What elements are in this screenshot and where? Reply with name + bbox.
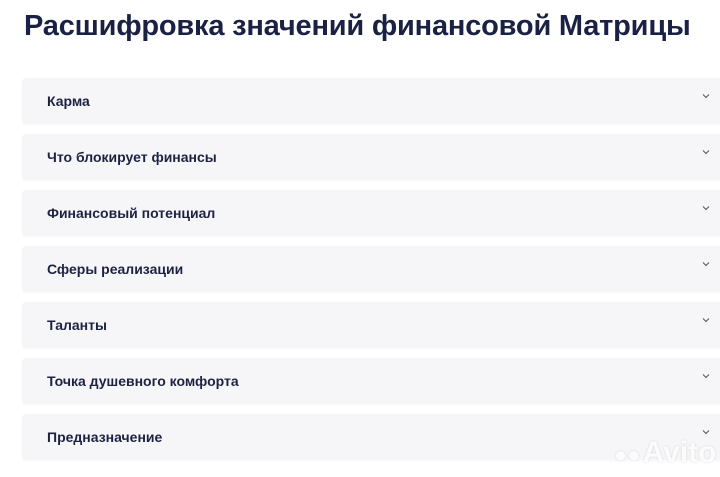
accordion-item-label: Что блокирует финансы [47, 149, 217, 165]
chevron-down-icon[interactable] [702, 428, 710, 436]
avito-logo-icon: ●● [614, 442, 641, 467]
accordion-item[interactable]: Точка душевного комфорта [22, 358, 720, 404]
chevron-down-icon[interactable] [702, 204, 710, 212]
accordion-item[interactable]: Сферы реализации [22, 246, 720, 292]
chevron-down-icon[interactable] [702, 92, 710, 100]
chevron-down-icon[interactable] [702, 372, 710, 380]
accordion-item[interactable]: Предназначение [22, 414, 720, 460]
accordion-item-label: Таланты [47, 317, 107, 333]
avito-watermark: ●●Avito [614, 436, 717, 469]
accordion-item-label: Предназначение [47, 429, 163, 445]
chevron-down-icon[interactable] [702, 316, 710, 324]
accordion-item[interactable]: Финансовый потенциал [22, 190, 720, 236]
chevron-down-icon[interactable] [702, 260, 710, 268]
accordion-item[interactable]: Таланты [22, 302, 720, 348]
accordion-item[interactable]: Что блокирует финансы [22, 134, 720, 180]
accordion-item-label: Сферы реализации [47, 261, 184, 277]
page-title: Расшифровка значений финансовой Матрицы [24, 10, 691, 42]
chevron-down-icon[interactable] [702, 148, 710, 156]
accordion-item-label: Финансовый потенциал [47, 205, 216, 221]
accordion-item-label: Карма [47, 93, 90, 109]
accordion-item[interactable]: Карма [22, 78, 720, 124]
accordion-item-label: Точка душевного комфорта [47, 373, 239, 389]
